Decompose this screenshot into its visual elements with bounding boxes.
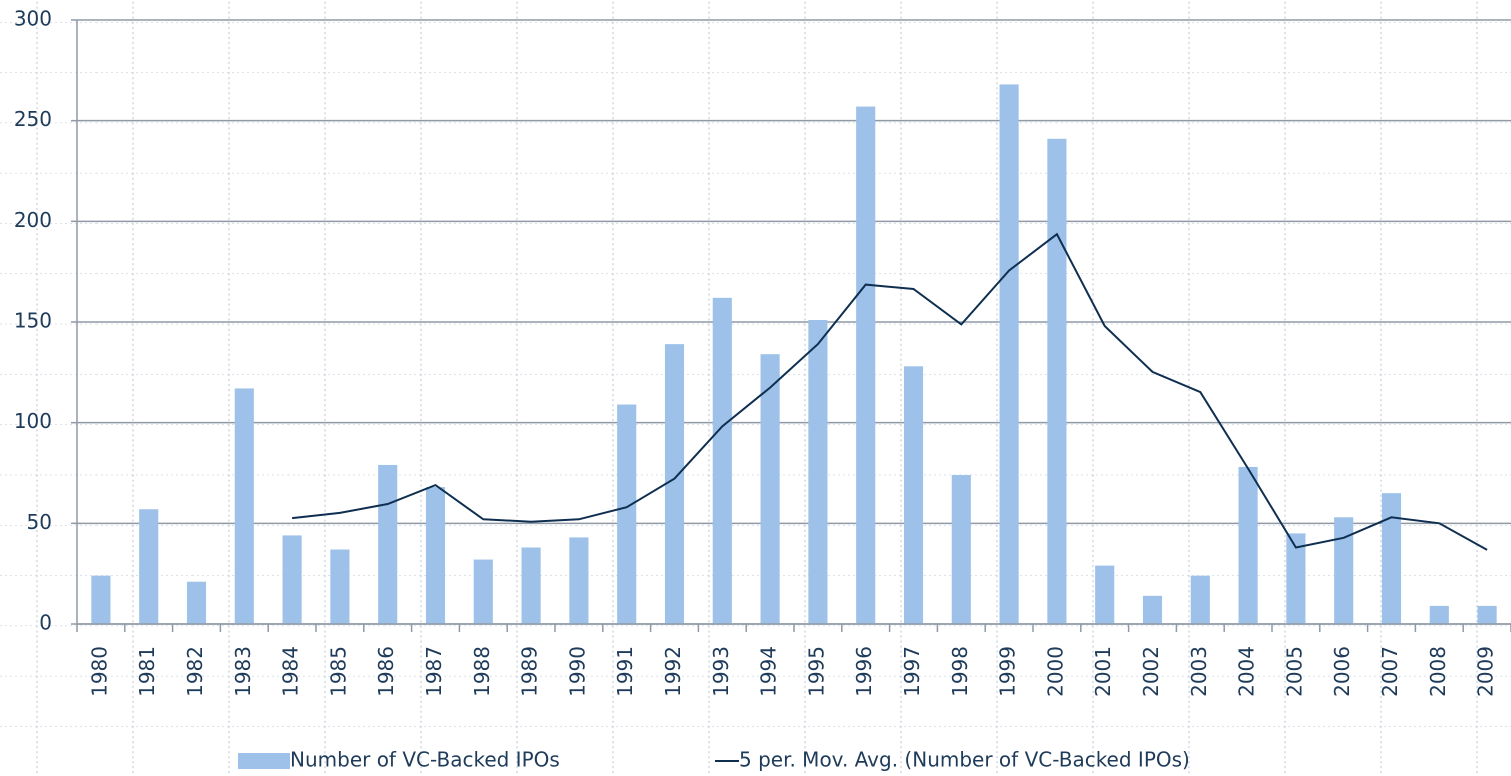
bar [903, 366, 924, 624]
x-tick-label: 1996 [852, 646, 876, 697]
bar [1190, 575, 1210, 624]
x-tick-label: 1984 [279, 646, 303, 697]
bar [1477, 605, 1497, 624]
x-tick-label: 1998 [948, 646, 972, 697]
x-tick-label: 1997 [900, 646, 924, 697]
bar [760, 354, 780, 624]
x-tick-label: 1985 [326, 646, 350, 697]
x-tick-label: 1993 [709, 646, 733, 697]
bar [378, 464, 398, 624]
x-tick-label: 1981 [135, 646, 159, 697]
y-tick-label: 250 [14, 107, 52, 131]
bar [139, 509, 159, 624]
x-tick-label: 1990 [565, 646, 589, 697]
x-tick-label: 1982 [183, 646, 207, 697]
x-tick-label: 1995 [804, 646, 828, 697]
x-tick-label: 2006 [1330, 646, 1354, 697]
x-tick-label: 2000 [1043, 646, 1067, 697]
bar [1286, 533, 1306, 624]
y-tick-label: 0 [39, 611, 52, 635]
bar [186, 581, 207, 624]
legend-label: 5 per. Mov. Avg. (Number of VC-Backed IP… [739, 748, 1190, 772]
x-tick-label: 1989 [518, 646, 542, 697]
bar [951, 475, 971, 624]
x-tick-label: 2004 [1235, 646, 1259, 697]
legend-label: Number of VC-Backed IPOs [290, 748, 560, 772]
x-tick-label: 1992 [661, 646, 685, 697]
bar [1334, 517, 1354, 624]
bar [808, 319, 828, 624]
x-tick-label: 1999 [996, 646, 1020, 697]
bar [425, 487, 446, 624]
y-tick-label: 300 [14, 7, 52, 31]
y-tick-label: 100 [14, 409, 52, 433]
x-tick-label: 2001 [1091, 646, 1115, 697]
x-tick-label: 1988 [470, 646, 494, 697]
bar [856, 106, 876, 624]
x-tick-label: 2002 [1139, 646, 1163, 697]
bar [473, 559, 493, 624]
legend: Number of VC-Backed IPOs 5 per. Mov. Avg.… [238, 748, 1190, 772]
moving-average-line [291, 232, 1488, 551]
bar [1238, 466, 1258, 624]
bar [999, 84, 1019, 625]
bar [330, 549, 350, 624]
bar [617, 404, 637, 624]
x-tick-label: 1980 [87, 646, 111, 697]
bar [1047, 138, 1067, 624]
x-tick-label: 2005 [1282, 646, 1306, 697]
x-tick-label: 2003 [1187, 646, 1211, 697]
bar [712, 297, 732, 624]
bar [1429, 605, 1449, 624]
y-tick-label: 50 [27, 510, 52, 534]
y-tick-label: 150 [14, 309, 52, 333]
y-tick-label: 200 [14, 208, 52, 232]
bar [521, 547, 541, 624]
legend-swatch [238, 753, 290, 769]
bar [282, 535, 302, 624]
x-tick-label: 2007 [1378, 646, 1402, 697]
x-tick-label: 1986 [374, 646, 398, 697]
bar [91, 575, 111, 624]
bar [1095, 565, 1115, 624]
bar [664, 344, 685, 624]
x-tick-label: 1987 [422, 646, 446, 697]
bar [1142, 595, 1163, 624]
x-tick-label: 2009 [1474, 646, 1498, 697]
x-tick-label: 1991 [613, 646, 637, 697]
x-tick-label: 1994 [757, 646, 781, 697]
x-tick-label: 2008 [1426, 646, 1450, 697]
bar [569, 537, 589, 624]
x-tick-label: 1983 [231, 646, 255, 697]
bar [234, 388, 254, 624]
bar [1381, 493, 1402, 624]
